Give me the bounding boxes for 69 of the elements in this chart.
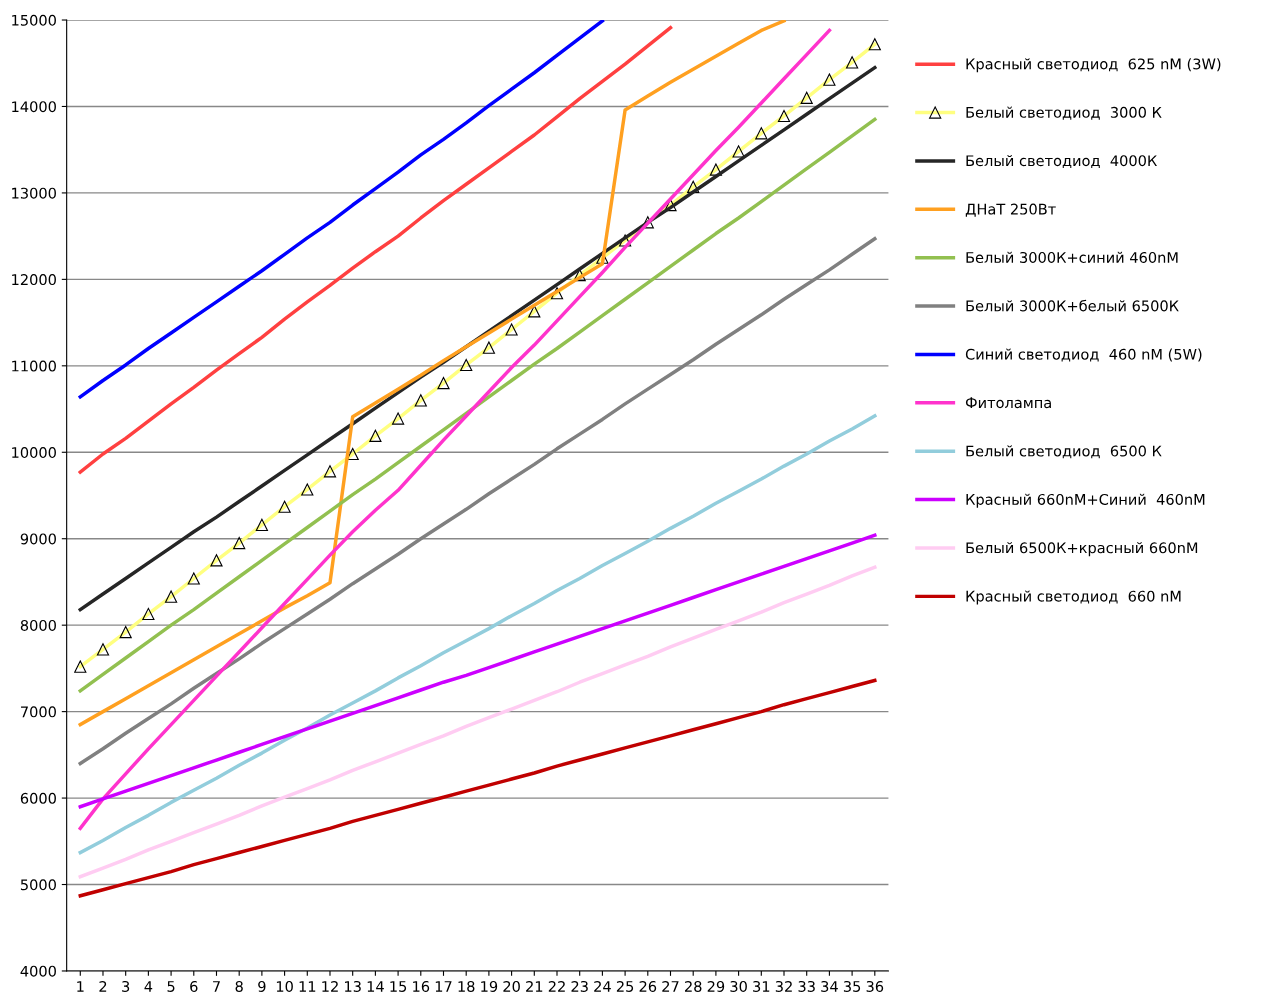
x-tick-label: 28 (684, 980, 702, 992)
x-tick-label: 14 (367, 981, 384, 992)
line-series (78, 533, 877, 809)
y-tick-label: 14000 (12, 101, 56, 113)
legend-label: Белый 6500К+красный 660nM (966, 542, 1198, 557)
x-tick-label: 25 (616, 980, 634, 992)
x-tick-label: 26 (639, 980, 657, 992)
x-tick-label: 35 (843, 980, 861, 992)
x-tick-label: 10 (276, 980, 293, 992)
x-tick-label: 16 (413, 980, 430, 992)
y-tick-label: 12000 (12, 274, 56, 286)
x-tick-label: 3 (122, 980, 130, 992)
x-tick-label: 13 (345, 980, 361, 992)
x-tick-label: 12 (322, 980, 338, 992)
x-tick-label: 33 (798, 980, 815, 992)
line-series (78, 414, 877, 855)
x-tick-label: 21 (526, 980, 543, 992)
line-series (78, 565, 877, 879)
x-tick-label: 5 (167, 981, 175, 992)
x-tick-label: 11 (299, 981, 316, 992)
x-tick-label: 15 (390, 981, 407, 992)
y-tick-label: 15000 (12, 14, 56, 26)
x-tick-label: 23 (571, 980, 588, 992)
x-tick-label: 19 (481, 980, 498, 992)
legend-label: Красный светодиод 625 nM (3W) (966, 58, 1221, 73)
x-tick-label: 18 (458, 980, 475, 992)
line-series (78, 26, 673, 474)
legend-label: Синий светодиод 460 nM (5W) (965, 348, 1202, 362)
legend-label: Фитолампа (965, 397, 1051, 409)
x-tick-label: 1 (77, 981, 84, 992)
x-tick-label: 24 (594, 980, 611, 992)
x-tick-label: 8 (235, 980, 243, 992)
y-tick-label: 7000 (21, 706, 56, 718)
x-tick-label: 7 (213, 981, 220, 992)
y-tick-label: 9000 (20, 533, 56, 545)
y-tick-label: 13000 (12, 187, 56, 199)
legend-label: Белый светодиод 4000К (966, 155, 1158, 169)
legend-label: Белый 3000К+белый 6500К (966, 299, 1179, 312)
x-tick-label: 4 (144, 981, 153, 992)
legend-label: Красный светодиод 660 nM (966, 590, 1181, 605)
y-tick-label: 4000 (20, 965, 56, 977)
x-tick-label: 32 (775, 980, 792, 992)
legend-label: ДНаТ 250Вт (965, 203, 1056, 217)
y-tick-label: 11000 (12, 360, 56, 372)
x-tick-label: 36 (866, 980, 884, 992)
x-tick-label: 29 (707, 980, 725, 992)
x-tick-label: 31 (753, 980, 770, 992)
line-series (78, 20, 786, 727)
y-tick-label: 5000 (20, 879, 56, 891)
line-series (78, 678, 877, 898)
x-tick-label: 2 (99, 980, 107, 992)
legend-label: Белый светодиод 3000 К (966, 106, 1162, 120)
y-tick-label: 6000 (20, 792, 56, 804)
line-series (78, 20, 605, 399)
x-tick-label: 20 (503, 980, 520, 992)
line-series (78, 117, 877, 693)
x-tick-label: 17 (435, 981, 452, 992)
legend-label: Белый 3000К+синий 460nM (966, 251, 1178, 263)
legend-label: Красный 660nM+Синий 460nM (966, 493, 1205, 508)
line-series (78, 28, 832, 831)
x-tick-label: 27 (662, 980, 679, 992)
y-tick-label: 10000 (12, 446, 56, 459)
legend-label: Белый светодиод 6500 К (966, 445, 1162, 459)
x-tick-label: 34 (821, 980, 838, 992)
x-tick-label: 6 (190, 980, 198, 992)
x-tick-label: 9 (258, 980, 266, 992)
y-tick-label: 8000 (20, 619, 56, 631)
x-tick-label: 30 (730, 980, 747, 992)
x-tick-label: 22 (548, 980, 565, 992)
